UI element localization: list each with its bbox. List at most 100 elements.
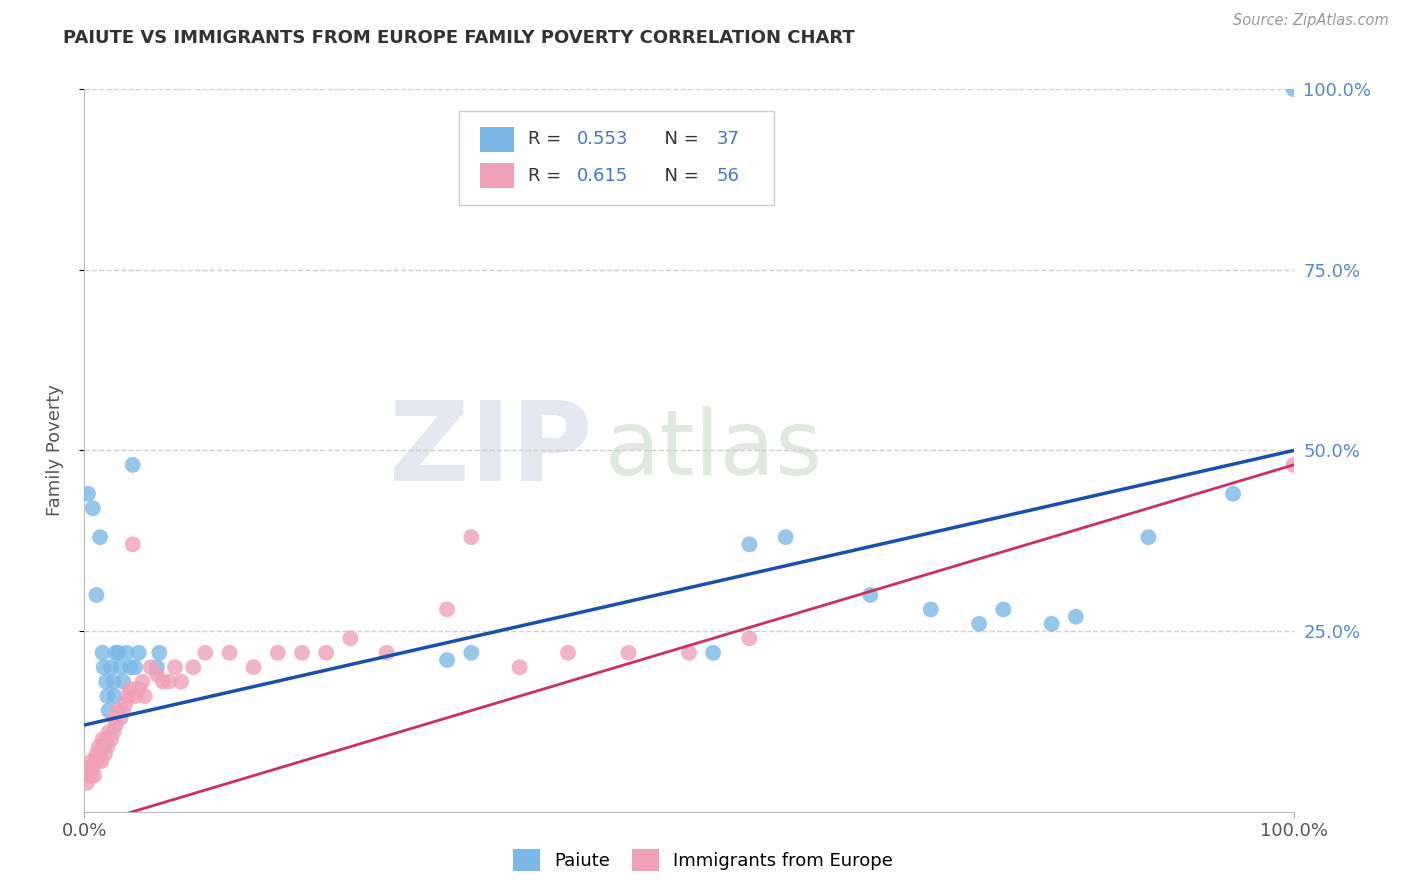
Point bbox=[859, 588, 882, 602]
Point bbox=[617, 646, 640, 660]
Point bbox=[97, 725, 120, 739]
Point bbox=[146, 667, 169, 681]
Point bbox=[89, 530, 111, 544]
Point bbox=[84, 754, 107, 768]
Text: R =: R = bbox=[529, 130, 567, 148]
Point bbox=[87, 739, 110, 754]
Point bbox=[100, 660, 122, 674]
Point bbox=[267, 646, 290, 660]
Point bbox=[86, 588, 108, 602]
Point bbox=[557, 646, 579, 660]
Point bbox=[339, 632, 361, 646]
Text: N =: N = bbox=[652, 130, 704, 148]
FancyBboxPatch shape bbox=[479, 163, 513, 188]
Text: 0.615: 0.615 bbox=[576, 167, 627, 185]
Point bbox=[103, 674, 125, 689]
Point bbox=[79, 769, 101, 783]
Point bbox=[128, 646, 150, 660]
Point bbox=[115, 646, 138, 660]
Point bbox=[120, 660, 142, 674]
Point bbox=[738, 537, 761, 551]
Point bbox=[436, 602, 458, 616]
Point bbox=[165, 660, 187, 674]
Point bbox=[93, 739, 115, 754]
Point bbox=[128, 681, 150, 696]
Point bbox=[139, 660, 162, 674]
Text: Source: ZipAtlas.com: Source: ZipAtlas.com bbox=[1233, 13, 1389, 29]
Point bbox=[460, 530, 482, 544]
Point bbox=[121, 537, 143, 551]
Point bbox=[194, 646, 217, 660]
Point bbox=[112, 674, 135, 689]
Point bbox=[181, 660, 204, 674]
Point bbox=[107, 646, 129, 660]
Point bbox=[91, 646, 114, 660]
Text: 37: 37 bbox=[717, 130, 740, 148]
Point bbox=[93, 660, 115, 674]
Point bbox=[91, 732, 114, 747]
Text: 0.553: 0.553 bbox=[576, 130, 628, 148]
Point bbox=[96, 739, 118, 754]
Point bbox=[1282, 458, 1305, 472]
Text: atlas: atlas bbox=[605, 407, 823, 494]
Point bbox=[94, 747, 117, 761]
Point bbox=[90, 754, 112, 768]
Point bbox=[152, 674, 174, 689]
Y-axis label: Family Poverty: Family Poverty bbox=[45, 384, 63, 516]
Point bbox=[436, 653, 458, 667]
Point bbox=[120, 681, 142, 696]
Point bbox=[218, 646, 240, 660]
Point bbox=[117, 689, 139, 703]
FancyBboxPatch shape bbox=[479, 127, 513, 152]
Point bbox=[1137, 530, 1160, 544]
Text: N =: N = bbox=[652, 167, 704, 185]
Point bbox=[678, 646, 700, 660]
Point bbox=[114, 696, 136, 710]
Point bbox=[94, 674, 117, 689]
Point bbox=[94, 732, 117, 747]
Point bbox=[738, 632, 761, 646]
Point bbox=[100, 732, 122, 747]
Point bbox=[1222, 487, 1244, 501]
Point bbox=[104, 718, 127, 732]
Point bbox=[107, 704, 129, 718]
Point bbox=[110, 660, 132, 674]
Point bbox=[702, 646, 724, 660]
Text: PAIUTE VS IMMIGRANTS FROM EUROPE FAMILY POVERTY CORRELATION CHART: PAIUTE VS IMMIGRANTS FROM EUROPE FAMILY … bbox=[63, 29, 855, 46]
Text: 56: 56 bbox=[717, 167, 740, 185]
Point bbox=[77, 487, 100, 501]
Point bbox=[460, 646, 482, 660]
Point bbox=[82, 761, 104, 775]
Point bbox=[103, 725, 125, 739]
Point bbox=[76, 776, 98, 790]
Point bbox=[124, 689, 146, 703]
Point bbox=[104, 689, 127, 703]
Point bbox=[124, 660, 146, 674]
Point bbox=[146, 660, 169, 674]
Point bbox=[97, 704, 120, 718]
Point bbox=[157, 674, 180, 689]
Point bbox=[148, 646, 170, 660]
Point bbox=[375, 646, 398, 660]
Point bbox=[1064, 609, 1087, 624]
Point bbox=[96, 689, 118, 703]
Point bbox=[80, 754, 103, 768]
Point bbox=[967, 616, 990, 631]
Point bbox=[89, 747, 111, 761]
Point bbox=[1040, 616, 1063, 631]
Point bbox=[920, 602, 942, 616]
Point bbox=[83, 769, 105, 783]
Point bbox=[112, 704, 135, 718]
Point bbox=[775, 530, 797, 544]
Point bbox=[131, 674, 153, 689]
Text: ZIP: ZIP bbox=[389, 397, 592, 504]
Legend: Paiute, Immigrants from Europe: Paiute, Immigrants from Europe bbox=[506, 842, 900, 879]
Point bbox=[315, 646, 337, 660]
Point bbox=[77, 761, 100, 775]
Point bbox=[509, 660, 531, 674]
Point bbox=[104, 646, 127, 660]
Point bbox=[242, 660, 264, 674]
Point bbox=[134, 689, 156, 703]
Point bbox=[1282, 82, 1305, 96]
Point bbox=[291, 646, 314, 660]
